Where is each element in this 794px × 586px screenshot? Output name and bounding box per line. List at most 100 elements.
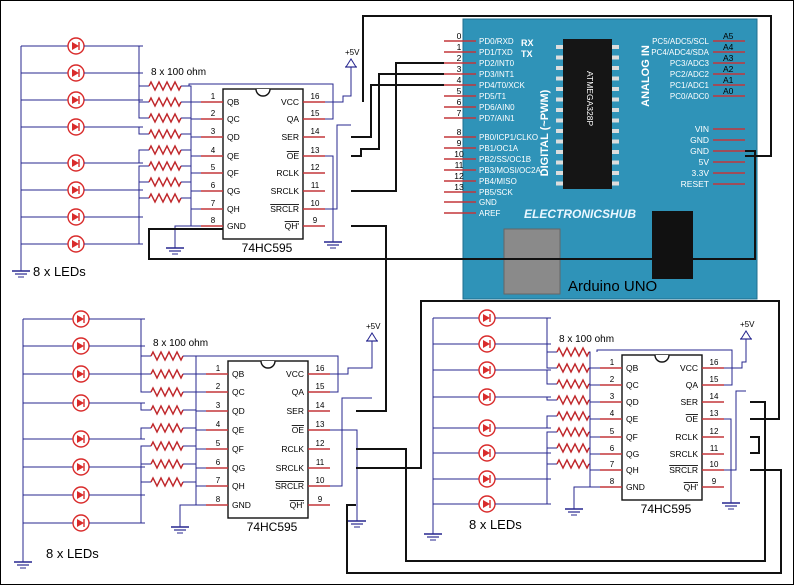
u2-rpin-num-13: 13 xyxy=(316,420,325,429)
u3-rpin-label-9: QH' xyxy=(684,482,699,492)
mcu-left-leg-3 xyxy=(556,76,563,81)
rx-label: RX xyxy=(521,38,534,48)
u3-led-2-diode xyxy=(483,340,490,348)
mcu-chip xyxy=(563,39,612,189)
u2-lpin-label-3: QD xyxy=(232,406,245,416)
u2-lpin-num-5: 5 xyxy=(216,439,221,448)
u2-led-5-diode xyxy=(77,435,84,443)
u3-lpin-label-4: QE xyxy=(626,414,639,424)
u1-lpin-num-2: 2 xyxy=(211,109,216,118)
u3-lpin-label-7: QH xyxy=(626,465,639,475)
uno-ppin-label-1: GND xyxy=(690,135,709,145)
u3-led-8-diode xyxy=(483,500,490,508)
u3-resistor-4 xyxy=(556,394,590,406)
uno-lpin-label-4: PD4/T0/XCK xyxy=(479,81,525,90)
u2-rpin-num-15: 15 xyxy=(316,382,325,391)
u2-route-3 xyxy=(89,402,151,411)
u3-route-1 xyxy=(495,343,557,369)
u1-chip-notch xyxy=(255,88,271,97)
u2-to-pin-3 xyxy=(183,409,206,431)
u1-chip-body xyxy=(222,88,304,240)
u2-rpin-num-11: 11 xyxy=(316,458,325,467)
u3-gnd-wire xyxy=(573,486,600,501)
u1-vcc-arrow xyxy=(345,58,357,68)
u3-route-3 xyxy=(495,396,557,401)
u1-lpin-label-8: GND xyxy=(227,221,246,231)
u3-to-pin-4 xyxy=(589,415,600,438)
u1-rpin-num-10: 10 xyxy=(311,199,320,208)
u1-resistor-4 xyxy=(148,128,182,140)
uno-lpin-num-3: 3 xyxy=(457,64,462,74)
uno-lpin-num-5: 5 xyxy=(457,86,462,96)
u1-resistor-5 xyxy=(148,144,182,156)
u2-rpin-num-16: 16 xyxy=(316,364,325,373)
analog-label: ANALOG IN xyxy=(640,45,652,107)
mcu-right-leg-12 xyxy=(612,171,619,175)
u1-to-pin-0 xyxy=(181,85,201,103)
u3-route-2 xyxy=(495,369,557,385)
u1-lpin-label-3: QD xyxy=(227,132,240,142)
u3-lpin-label-5: QF xyxy=(626,432,638,442)
u2-route-7 xyxy=(89,481,151,524)
mcu-right-leg-10 xyxy=(612,150,619,154)
uno-lpin-num-6: 6 xyxy=(457,97,462,107)
mcu-right-leg-6 xyxy=(612,108,619,112)
u1-to-pin-5 xyxy=(181,165,201,192)
u3-to-pin-2 xyxy=(589,383,600,403)
u1-route-1 xyxy=(84,72,149,103)
mcu-left-leg-1 xyxy=(556,55,563,60)
u1-lpin-num-3: 3 xyxy=(211,127,216,136)
u1-rpin-num-14: 14 xyxy=(311,127,320,136)
u2-vcc-wire xyxy=(330,341,373,375)
u2-lpin-num-8: 8 xyxy=(216,495,221,504)
u1-route-5 xyxy=(84,165,149,191)
u2-rpin-label-13: OE xyxy=(292,425,305,435)
u2-to-pin-7 xyxy=(183,481,206,506)
brand-label: ELECTRONICSHUB xyxy=(524,207,636,221)
mcu-right-leg-3 xyxy=(612,76,619,81)
wire-gnd-bus xyxy=(148,150,756,260)
mcu-right-leg-4 xyxy=(612,87,619,91)
u3-lpin-label-8: GND xyxy=(626,482,645,492)
u2-lpin-label-2: QC xyxy=(232,387,245,397)
u3-rpin-label-11: SRCLK xyxy=(670,449,699,459)
u1-route-7 xyxy=(84,197,149,245)
u3-led-6-diode xyxy=(483,449,490,457)
mcu-left-leg-6 xyxy=(556,108,563,112)
mcu-left-leg-4 xyxy=(556,87,563,91)
u2-resistor-3 xyxy=(150,386,184,398)
u1-rpin-label-11: SRCLK xyxy=(271,186,300,196)
u2-rpin-label-15: QA xyxy=(292,387,305,397)
u3-to-pin-1 xyxy=(589,367,600,386)
u2-vcc-arrow xyxy=(366,332,378,342)
u2-lpin-label-5: QF xyxy=(232,444,244,454)
uno-lpin-num-11: 11 xyxy=(455,160,464,170)
u3-resistor-label: 8 x 100 ohm xyxy=(559,334,614,345)
u2-rpin-num-9: 9 xyxy=(318,495,323,504)
mcu-left-leg-11 xyxy=(556,160,563,165)
u2-route-1 xyxy=(89,345,151,375)
u3-lpin-num-1: 1 xyxy=(610,358,615,367)
u1-resistor-6 xyxy=(148,160,182,172)
uno-lpin-label-9: PB1/OC1A xyxy=(479,144,519,153)
u3-rpin-label-10: SRCLR xyxy=(669,465,698,475)
mcu-right-leg-1 xyxy=(612,55,619,60)
u3-vcc-arrow xyxy=(740,330,752,340)
u1-rpin-label-16: VCC xyxy=(281,97,299,107)
uno-lpin-label-2: PD2/INT0 xyxy=(479,59,515,68)
u1-led-1-diode xyxy=(72,42,79,50)
wire-u2-srclk xyxy=(356,300,780,469)
u2-route-2 xyxy=(89,373,151,393)
u3-to-pin-0 xyxy=(589,351,600,369)
u1-rpin-label-9: QH' xyxy=(285,221,300,231)
u3-qa-wire xyxy=(596,349,733,386)
u1-lpin-label-4: QE xyxy=(227,151,240,161)
u3-led-3-diode xyxy=(483,366,490,374)
uno-lpin-label-10: PB2/SS/OC1B xyxy=(479,155,531,164)
u2-rpin-label-11: SRCLK xyxy=(276,463,305,473)
u1-to-pin-1 xyxy=(181,101,201,120)
u3-chip-notch xyxy=(654,354,670,363)
tx-label: TX xyxy=(521,49,533,59)
uno-lpin-label-0: PD0/RXD xyxy=(479,37,514,46)
